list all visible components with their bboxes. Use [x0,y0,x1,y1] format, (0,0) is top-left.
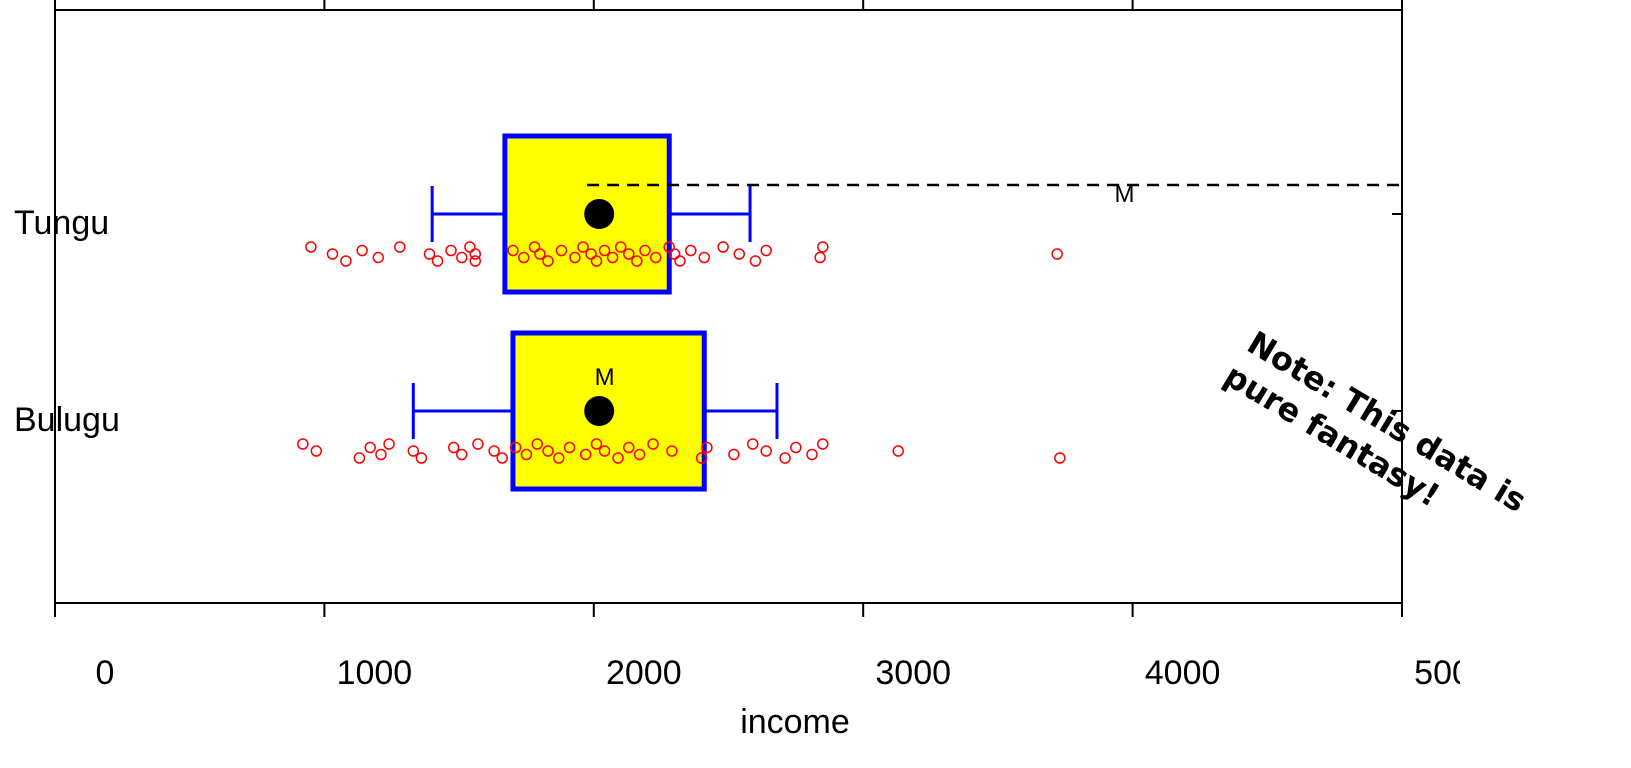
data-point [814,251,826,264]
data-point [326,248,339,260]
data-point [488,445,500,457]
data-point [456,251,468,264]
data-point [623,441,635,454]
data-point [340,255,352,267]
data-point [375,448,387,461]
data-point [353,452,366,464]
data-point [469,248,482,260]
data-point [520,448,533,461]
data-point [760,244,772,257]
data-point [701,441,713,454]
data-point [746,438,759,450]
data-point [555,244,568,257]
data-point [612,452,624,464]
data-point [553,452,565,464]
data-point [431,255,444,267]
category-label: Bulugu [14,401,120,439]
data-point [394,241,406,253]
annotation: M [1115,181,1135,208]
data-point [717,241,729,253]
data-point [650,251,662,264]
data-point [817,438,829,450]
data-point [569,251,581,264]
data-point [623,248,635,260]
data-point [305,241,317,253]
data-point [698,251,711,264]
data-point [542,445,554,457]
data-point [531,438,543,450]
data-point [728,448,740,461]
data-point [445,244,457,257]
data-point [639,244,651,257]
data-point [674,255,686,267]
note: Note: This data is pure fantasy! [1218,324,1533,520]
data-point [372,251,385,264]
data-point [496,452,508,464]
data-point [464,241,476,253]
data-point [598,244,611,257]
data-point [590,255,603,267]
data-point [579,448,592,461]
x-tick-label: 0 [96,654,115,692]
data-point [407,445,420,457]
x-axis-label: income [740,703,850,741]
data-point [749,255,762,267]
mean [584,199,615,229]
x-tick-label: 5000 [1414,654,1490,692]
data-point [666,445,678,457]
data-point [614,241,627,253]
data-point [447,441,460,454]
data-point [685,244,697,257]
data-point [423,248,436,260]
data-point [817,241,829,253]
tick-labels: 0 1000 2000 3000 4000 5000 [96,654,1490,692]
data-point [606,251,619,264]
data-point [356,244,368,257]
data-point [415,452,428,464]
category-label: Tungu [14,204,109,242]
data-point [892,445,904,457]
data-point [456,448,468,461]
data-point [469,255,482,267]
data-point [1054,452,1066,464]
data-point [383,438,395,450]
data-point [472,438,484,450]
data-point [297,438,309,450]
mean [584,396,615,426]
data-point [733,248,746,260]
data-point [760,445,772,457]
data-point [507,244,519,257]
data-point [695,452,708,464]
data-point [806,448,818,461]
data-point [598,445,611,457]
data-point [590,438,603,450]
data-point [577,241,589,253]
data-point [310,445,323,457]
data-point [364,441,376,454]
data-point [542,255,554,267]
data-point [631,255,643,267]
data-point [779,452,791,464]
data-point [790,441,802,454]
data-point [518,251,530,264]
data-point [563,441,576,454]
data-point [1051,248,1063,260]
plot-frame [54,9,1403,604]
data-point [633,448,646,461]
data-point [509,441,522,454]
data-point [647,438,659,450]
x-tick-label: 3000 [875,654,951,692]
annotation: M [595,364,615,391]
x-tick-label: 1000 [337,654,413,692]
x-tick-label: 2000 [606,654,682,692]
x-tick-label: 4000 [1145,654,1221,692]
data-point [534,248,546,260]
